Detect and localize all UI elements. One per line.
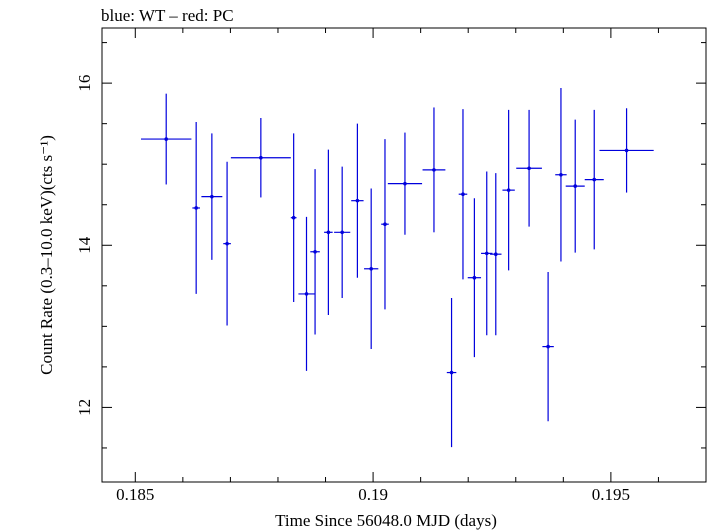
x-tick-label: 0.195 xyxy=(592,485,630,504)
point-marker xyxy=(592,177,597,182)
point-marker xyxy=(506,188,511,192)
x-tick-label: 0.19 xyxy=(358,485,388,504)
data-point xyxy=(467,198,482,358)
y-axis-label: Count Rate (0.3–10.0 keV)(cts s⁻¹) xyxy=(37,135,56,375)
data-point xyxy=(140,93,192,185)
point-marker xyxy=(484,251,489,256)
point-marker xyxy=(194,206,198,210)
data-point xyxy=(334,166,351,298)
data-point xyxy=(516,109,542,227)
data-point xyxy=(192,122,200,294)
point-marker xyxy=(624,148,629,153)
x-axis-label: Time Since 56048.0 MJD (days) xyxy=(275,511,497,530)
point-marker xyxy=(472,275,477,280)
point-marker xyxy=(304,292,309,296)
point-marker xyxy=(383,222,387,226)
data-point xyxy=(290,133,297,303)
data-point xyxy=(324,149,333,315)
data-point xyxy=(458,109,468,280)
data-point xyxy=(351,123,364,278)
point-marker xyxy=(559,172,563,177)
data-point xyxy=(298,216,315,371)
data-point xyxy=(555,87,567,262)
x-tick-labels: 0.185 0.19 0.195 xyxy=(116,485,630,504)
data-point xyxy=(565,119,585,253)
data-point xyxy=(446,297,457,448)
data-point xyxy=(364,188,379,350)
point-marker xyxy=(432,168,436,172)
point-marker xyxy=(527,166,531,171)
x-tick-label: 0.185 xyxy=(116,485,154,504)
axis-ticks xyxy=(102,28,707,482)
y-tick-label: 16 xyxy=(75,75,94,92)
point-marker xyxy=(164,137,169,141)
data-point xyxy=(223,161,231,326)
point-marker xyxy=(291,215,296,220)
point-marker xyxy=(340,230,344,235)
data-point xyxy=(542,272,554,422)
data-point xyxy=(381,139,389,310)
point-marker xyxy=(369,266,373,271)
data-point xyxy=(201,133,223,260)
data-point xyxy=(481,171,493,336)
point-marker xyxy=(326,230,331,235)
y-tick-label: 12 xyxy=(75,399,94,416)
point-marker xyxy=(210,194,214,199)
y-tick-label: 14 xyxy=(75,236,94,254)
data-point xyxy=(230,117,291,198)
plot-frame xyxy=(101,27,707,483)
point-marker xyxy=(546,344,550,349)
data-point xyxy=(599,108,654,193)
y-tick-labels: 12 14 16 xyxy=(75,75,94,416)
data-point xyxy=(502,109,515,271)
point-marker xyxy=(403,181,407,186)
data-point xyxy=(387,132,423,235)
data-point xyxy=(584,109,604,250)
point-marker xyxy=(573,184,578,188)
point-marker xyxy=(493,252,498,256)
data-point xyxy=(310,169,320,335)
chart-title: blue: WT – red: PC xyxy=(101,6,234,25)
point-marker xyxy=(355,198,360,203)
point-marker xyxy=(313,249,317,254)
data-point xyxy=(422,107,446,233)
point-marker xyxy=(449,370,454,375)
data-point xyxy=(490,173,502,336)
point-marker xyxy=(225,241,229,246)
data-points xyxy=(140,87,654,448)
point-marker xyxy=(461,192,465,196)
point-marker xyxy=(259,155,263,160)
